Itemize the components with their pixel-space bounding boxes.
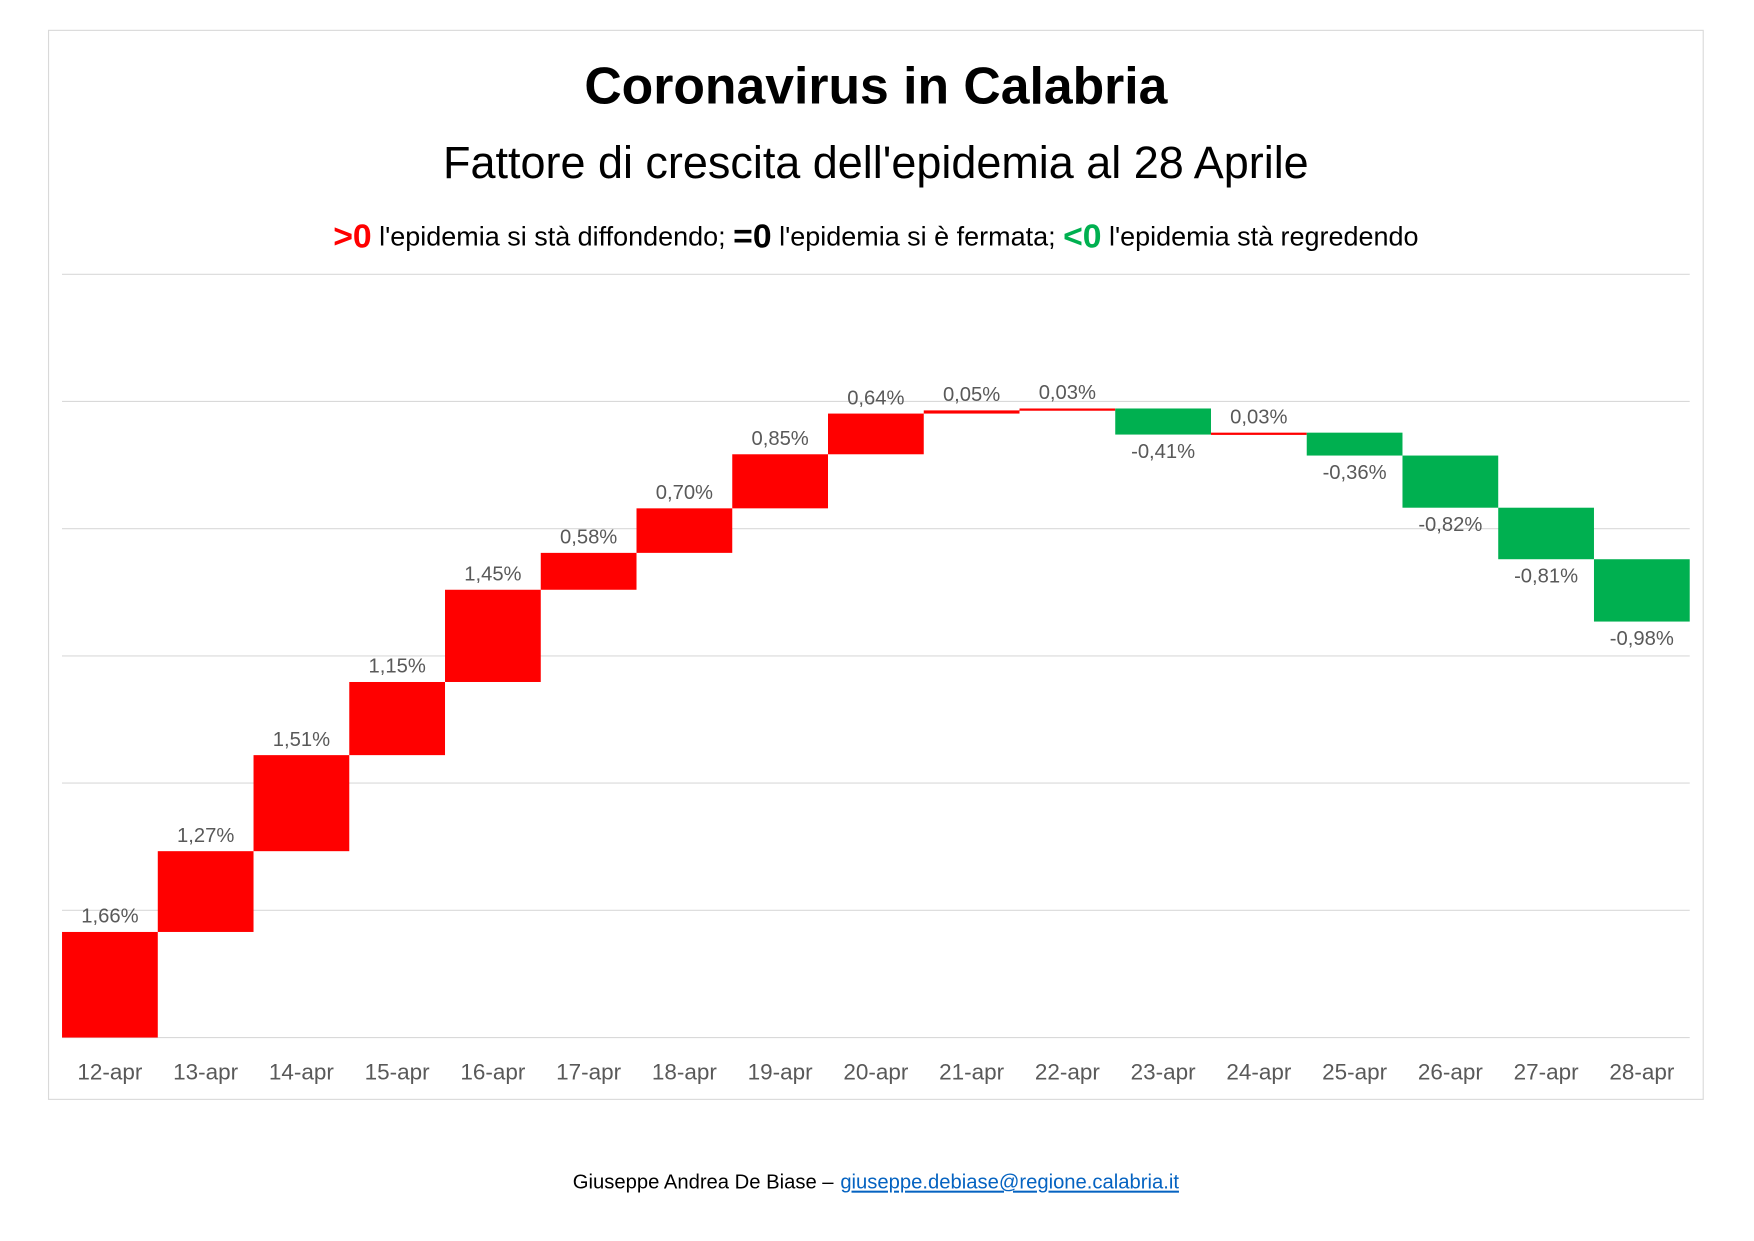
value-label: 0,05% — [943, 384, 1000, 406]
bar — [1593, 559, 1690, 622]
x-tick-label: 22-apr — [1035, 1059, 1100, 1084]
x-tick-label: 28-apr — [1609, 1059, 1674, 1084]
x-tick-label: 21-apr — [939, 1059, 1004, 1084]
x-tick-label: 13-apr — [173, 1059, 238, 1084]
bar — [445, 589, 541, 682]
value-label: 0,58% — [560, 527, 617, 549]
bar — [1306, 432, 1403, 456]
bar — [62, 931, 158, 1038]
bar — [540, 552, 637, 590]
chart-subtitle: Fattore di crescita dell'epidemia al 28 … — [443, 137, 1309, 188]
value-label: 0,64% — [847, 387, 904, 409]
value-label: 1,66% — [81, 906, 138, 928]
bar — [1019, 408, 1116, 411]
bar — [253, 755, 350, 852]
bar — [1402, 455, 1499, 508]
x-tick-label: 17-apr — [556, 1059, 621, 1084]
value-label: 0,03% — [1039, 382, 1096, 404]
note-part: =0 — [733, 217, 771, 255]
bar — [1210, 432, 1307, 435]
x-tick-label: 12-apr — [77, 1059, 142, 1084]
note-part: >0 — [333, 217, 371, 255]
x-tick-label: 27-apr — [1514, 1059, 1579, 1084]
bar — [157, 851, 254, 932]
value-label: 0,03% — [1230, 406, 1287, 428]
bar — [1498, 507, 1594, 560]
note-part: <0 — [1063, 217, 1101, 255]
value-label: 0,85% — [751, 428, 808, 450]
value-label: -0,98% — [1610, 628, 1674, 650]
value-label: 1,27% — [177, 825, 234, 847]
value-label: 1,15% — [368, 656, 425, 678]
note-part: l'epidemia stà regredendo — [1102, 221, 1419, 251]
x-tick-label: 24-apr — [1226, 1059, 1291, 1084]
x-tick-label: 23-apr — [1131, 1059, 1196, 1084]
bar — [349, 681, 446, 756]
chart-title: Coronavirus in Calabria — [584, 57, 1168, 115]
footer-author: Giuseppe Andrea De Biase – — [573, 1172, 835, 1194]
bar — [828, 413, 924, 455]
value-label: 0,70% — [656, 482, 713, 504]
footer: Giuseppe Andrea De Biase – giuseppe.debia… — [573, 1172, 1180, 1194]
note-part: l'epidemia si è fermata; — [772, 221, 1063, 251]
chart-frame — [47, 29, 1704, 1100]
x-tick-label: 14-apr — [269, 1059, 334, 1084]
value-label: -0,82% — [1418, 514, 1482, 536]
note-part: l'epidemia si stà diffondendo; — [372, 221, 733, 251]
bar — [923, 410, 1020, 414]
value-label: -0,81% — [1514, 566, 1578, 588]
footer-email[interactable]: giuseppe.debiase@regione.calabria.it — [840, 1172, 1179, 1194]
chart-note: >0 l'epidemia si stà diffondendo; =0 l'e… — [333, 217, 1418, 255]
x-tick-label: 25-apr — [1322, 1059, 1387, 1084]
x-tick-label: 26-apr — [1418, 1059, 1483, 1084]
value-label: 1,45% — [464, 563, 521, 585]
x-tick-label: 18-apr — [652, 1059, 717, 1084]
x-tick-label: 19-apr — [748, 1059, 813, 1084]
value-label: -0,41% — [1131, 441, 1195, 463]
value-label: -0,36% — [1323, 462, 1387, 484]
bar — [636, 508, 733, 553]
bar — [1115, 408, 1211, 435]
x-tick-label: 20-apr — [843, 1059, 908, 1084]
value-label: 1,51% — [273, 729, 330, 751]
x-tick-label: 16-apr — [460, 1059, 525, 1084]
bar — [732, 454, 829, 509]
x-tick-label: 15-apr — [365, 1059, 430, 1084]
